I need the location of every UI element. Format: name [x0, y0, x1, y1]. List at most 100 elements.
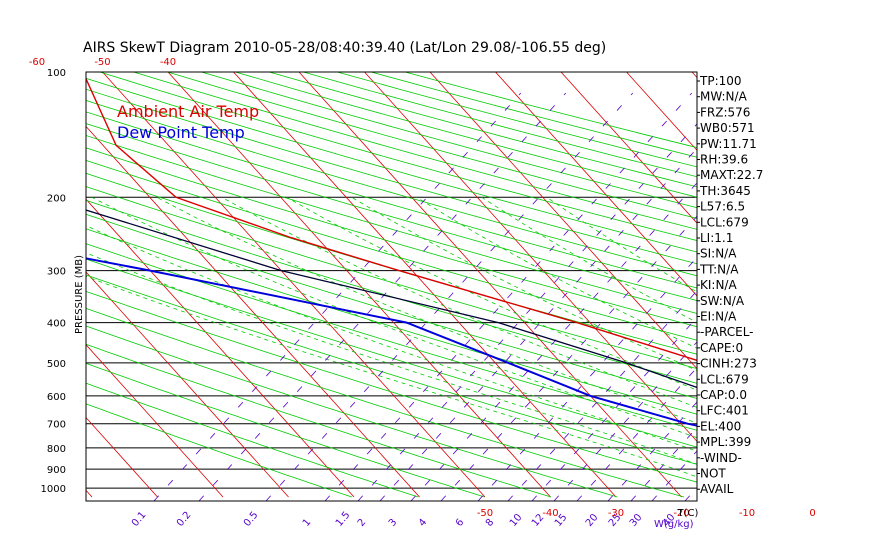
stability-index: LCL:679 [700, 372, 749, 386]
stability-index: CAPE:0 [700, 341, 743, 355]
isotherm-line [823, 72, 870, 497]
dry-adiabat-line [86, 213, 697, 399]
stability-index: AVAIL [700, 482, 734, 496]
pressure-tick-label: 200 [47, 193, 66, 204]
mixing-ratio-unit: W(g/kg) [654, 519, 694, 530]
dew-point-curve [86, 257, 697, 427]
dry-adiabat-line [86, 403, 352, 498]
mixing-ratio-label: 20 [584, 512, 601, 529]
legend-entry: Dew Point Temp [117, 123, 245, 142]
mixing-ratio-line [440, 215, 697, 501]
dry-adiabat-line [86, 88, 697, 265]
isotherm-line [298, 72, 682, 498]
stability-index: PW:11.71 [700, 137, 757, 151]
moist-adiabat-line [351, 196, 697, 371]
mixing-ratio-label: 10 [508, 512, 525, 529]
stability-index: MPL:399 [700, 435, 751, 449]
y-axis-label: PRESSURE (MB) [74, 255, 85, 334]
isotherm-line [86, 416, 158, 498]
temp-tick-bottom: -10 [739, 508, 755, 519]
dry-adiabat-line [86, 307, 685, 498]
dry-adiabat-line [86, 123, 697, 301]
mixing-ratio-line [477, 256, 697, 501]
mixing-ratio-line [507, 290, 697, 501]
isotherm-line [86, 271, 289, 498]
stability-index: EI:N/A [700, 310, 737, 324]
dry-adiabat-line [86, 147, 697, 328]
temp-tick-bottom: -30 [608, 508, 624, 519]
pressure-tick-label: 500 [47, 359, 66, 370]
stability-index: TP:100 [699, 74, 742, 88]
dry-adiabat-line [86, 186, 697, 370]
legend-entry: Ambient Air Temp [117, 102, 259, 121]
temp-tick-top: -50 [94, 57, 110, 68]
dry-adiabat-line [86, 382, 419, 498]
stability-index: NOT [700, 467, 726, 481]
dry-adiabat-line [86, 111, 697, 289]
mixing-ratio-label: 30 [628, 512, 645, 529]
isotherm-line [0, 72, 27, 497]
stability-index: SW:N/A [700, 294, 745, 308]
pressure-tick-label: 1000 [41, 484, 66, 495]
isotherm-line [364, 72, 697, 443]
dry-adiabat-line [86, 290, 697, 483]
mixing-ratio-label: 6 [454, 517, 467, 529]
isotherm-line [102, 72, 486, 498]
mixing-ratio-line [198, 92, 567, 501]
chart-title: AIRS SkewT Diagram 2010-05-28/08:40:39.4… [83, 40, 606, 56]
dry-adiabat-line [86, 243, 697, 431]
mixing-ratio-line [153, 92, 522, 501]
stability-index: LI:1.1 [700, 231, 733, 245]
temp-unit-label: T(C) [677, 508, 699, 519]
moist-adiabat-line [86, 225, 697, 452]
temp-tick-top: -60 [29, 57, 45, 68]
stability-index: SI:N/A [700, 247, 737, 261]
temp-tick-bottom: 0 [809, 508, 815, 519]
stability-index: MAXT:22.7 [700, 168, 763, 182]
stability-index: TT:N/A [699, 262, 739, 276]
parcel-curve [86, 209, 697, 389]
moist-adiabat-line [481, 196, 697, 323]
stability-index: LCL:679 [700, 215, 749, 229]
mixing-ratio-label: 2 [356, 517, 369, 529]
isotherm-line [495, 72, 697, 297]
stability-index: CINH:273 [700, 357, 757, 371]
mixing-ratio-label: 0.1 [130, 510, 149, 529]
stability-index: EL:400 [700, 419, 741, 433]
mixing-ratio-line [379, 147, 697, 501]
dry-adiabat-line [86, 362, 485, 498]
temp-tick-bottom: -20 [673, 508, 689, 519]
temp-tick-top: -40 [160, 57, 176, 68]
pressure-tick-label: 600 [47, 392, 66, 403]
isotherm-line [86, 125, 420, 498]
stability-index: FRZ:576 [700, 105, 750, 119]
air-temp-curve [86, 77, 697, 362]
moist-adiabat-line [221, 196, 697, 408]
mixing-ratio-line [357, 123, 697, 501]
dry-adiabat-line [86, 325, 618, 498]
mixing-ratio-label: 1 [301, 517, 314, 529]
stability-index: L57:6.5 [700, 200, 745, 214]
mixing-ratio-label: 0.5 [242, 510, 261, 529]
isotherm-line [758, 72, 870, 497]
stability-index: TH:3645 [699, 184, 751, 198]
dry-adiabat-line [86, 343, 552, 498]
dry-adiabat-line [86, 228, 697, 415]
isotherm-line [86, 198, 355, 498]
stability-index: MW:N/A [700, 90, 748, 104]
pressure-tick-label: 400 [47, 319, 66, 330]
dry-adiabat-line [86, 274, 697, 465]
dry-adiabat-line [86, 160, 697, 341]
stability-index: LFC:401 [700, 404, 749, 418]
dry-adiabat-line [337, 72, 697, 168]
mixing-ratio-line [324, 92, 693, 501]
moist-adiabat-line [286, 196, 697, 391]
isotherm-line [429, 72, 697, 370]
dry-adiabat-line [86, 77, 697, 253]
stability-index: KI:N/A [700, 278, 737, 292]
mixing-ratio-line [410, 182, 697, 501]
pressure-tick-label: 700 [47, 420, 66, 431]
pressure-tick-label: 900 [47, 465, 66, 476]
dry-adiabat-line [86, 100, 697, 277]
